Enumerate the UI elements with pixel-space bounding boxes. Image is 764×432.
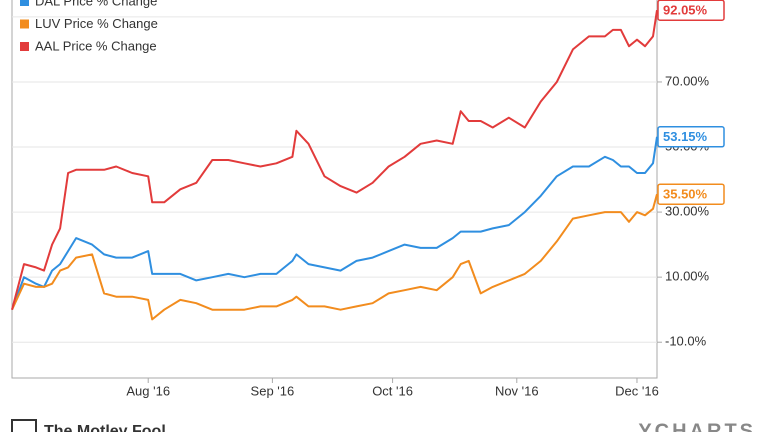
line — [11, 193, 658, 321]
legend-label: AAL Price % Change — [35, 38, 157, 53]
y-tick-label: -10.0% — [665, 334, 707, 349]
x-tick-label: Dec '16 — [615, 383, 659, 398]
end-label: 35.50% — [663, 187, 708, 202]
end-label-box — [657, 183, 725, 205]
y-tick-label: 10.00% — [665, 269, 710, 284]
footer-right: YCHARTS — [638, 420, 756, 432]
x-tick-label: Oct '16 — [372, 383, 413, 398]
legend-swatch — [20, 19, 29, 29]
footer-left: The Motley Fool — [44, 423, 166, 432]
line — [11, 10, 658, 310]
legend-swatch — [20, 42, 29, 51]
y-tick-label: 30.00% — [665, 204, 710, 219]
x-tick-label: Sep '16 — [251, 383, 295, 398]
x-tick-label: Nov '16 — [495, 383, 539, 398]
footer-logo — [11, 419, 37, 432]
legend-label: LUV Price % Change — [35, 16, 158, 31]
legend-label: DAL Price % Change — [35, 0, 157, 8]
end-label: 53.15% — [663, 129, 708, 144]
plot-frame — [11, 0, 658, 379]
legend-swatch — [20, 0, 29, 6]
x-tick-label: Aug '16 — [126, 383, 170, 398]
end-label-box — [657, 0, 725, 21]
end-label: 92.05% — [663, 3, 708, 18]
line — [11, 136, 658, 311]
y-tick-label: 70.00% — [665, 73, 710, 88]
logo-icon — [11, 419, 37, 432]
end-label-box — [657, 126, 725, 148]
